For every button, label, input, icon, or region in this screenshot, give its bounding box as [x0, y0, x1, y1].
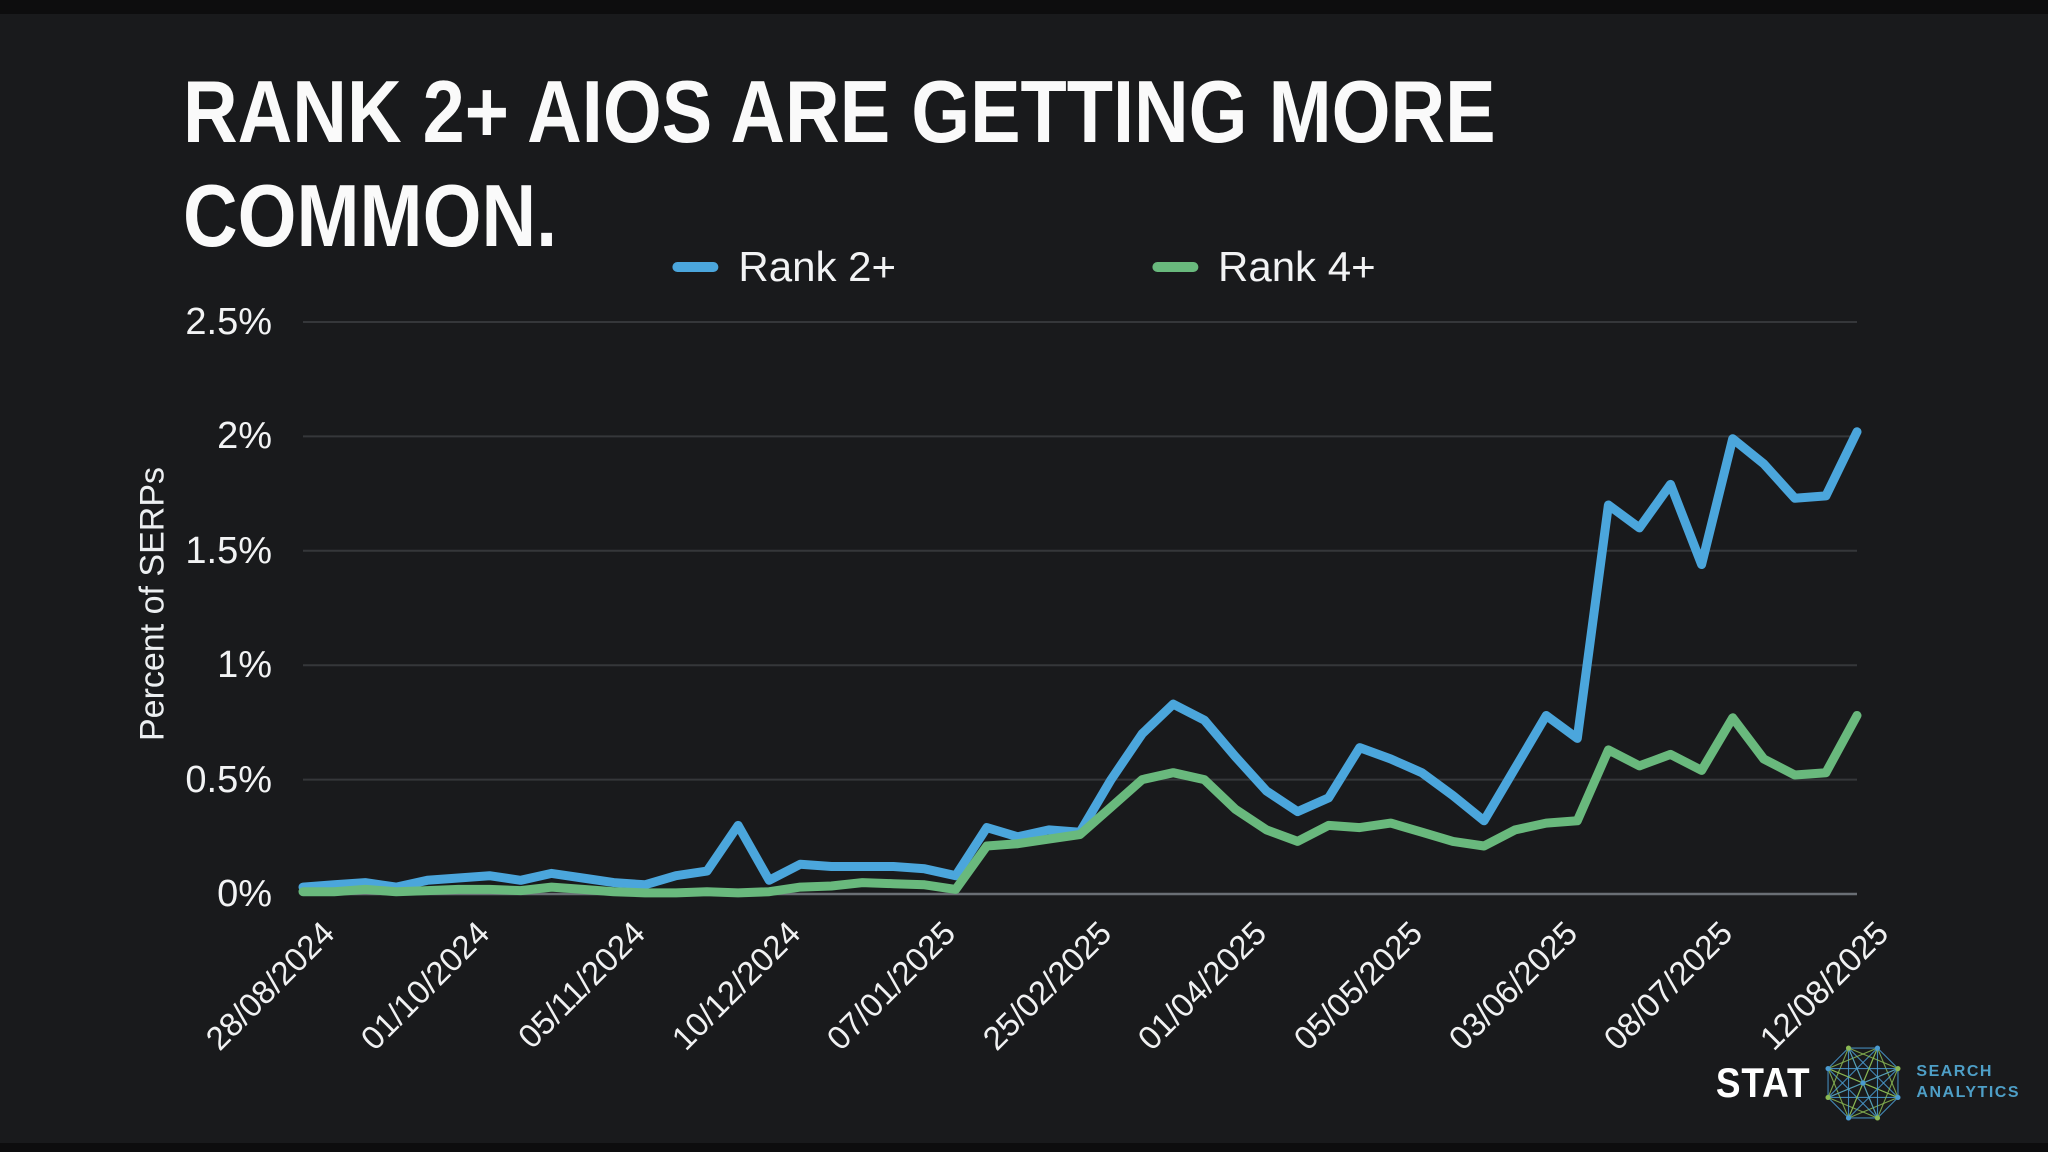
- slide-title-line1: RANK 2+ AIOS ARE GETTING MORE: [183, 62, 1496, 161]
- y-tick-label: 2.5%: [185, 301, 272, 343]
- stat-logo-subtitle-line1: SEARCH: [1916, 1063, 1993, 1081]
- y-tick-label: 1.5%: [185, 529, 272, 572]
- stat-logo-subtitle-line2: ANALYTICS: [1916, 1084, 2020, 1101]
- x-tick-label-text: 25/02/2025: [975, 914, 1119, 1057]
- logo-wire: [1877, 1097, 1899, 1119]
- logo-wire: [1848, 1047, 1899, 1098]
- logo-wire: [1877, 1047, 1899, 1069]
- logo-node: [1825, 1094, 1832, 1101]
- logo-wire: [1828, 1047, 1879, 1098]
- series-line-rank-2-: [298, 427, 1862, 892]
- line-chart-plot-area: [298, 321, 1862, 898]
- logo-node: [1875, 1115, 1881, 1121]
- logo-wire: [1848, 1068, 1899, 1119]
- logo-wire: [1863, 1082, 1899, 1098]
- logo-wire: [1828, 1047, 1850, 1069]
- slide-title: RANK 2+ AIOS ARE GETTING MORE COMMON.: [183, 60, 1496, 268]
- x-tick-label-text: 01/04/2025: [1130, 914, 1274, 1057]
- stat-logo-wordmark: STAT: [1715, 1059, 1811, 1106]
- logo-wire: [1863, 1068, 1899, 1084]
- logo-node: [1846, 1045, 1852, 1051]
- series-line-rank-4-: [298, 711, 1862, 898]
- logo-wire: [1828, 1097, 1850, 1119]
- logo-node: [1860, 1080, 1866, 1086]
- chart-legend: Rank 2+ Rank 4+: [672, 243, 1376, 291]
- rank2-line-swatch-icon: [672, 262, 719, 272]
- y-tick-label: 0.5%: [185, 758, 272, 801]
- x-tick-label-text: 28/08/2024: [198, 914, 342, 1057]
- logo-wire: [1828, 1068, 1879, 1119]
- x-tick-label-text: 03/06/2025: [1441, 914, 1585, 1057]
- x-tick-label-text: 10/12/2024: [664, 914, 808, 1057]
- y-tick-label: 1%: [217, 644, 272, 687]
- top-letterbox-strip: [0, 0, 2048, 14]
- x-tick-label-text: 05/11/2024: [510, 914, 652, 1056]
- logo-wire: [1848, 1047, 1864, 1084]
- logo-node: [1825, 1065, 1832, 1072]
- logo-wire: [1862, 1047, 1879, 1084]
- y-tick-label: 2%: [217, 415, 272, 458]
- logo-node: [1875, 1045, 1881, 1051]
- slide-title-line2: COMMON.: [183, 165, 558, 265]
- legend-label-rank2: Rank 2+: [738, 243, 896, 290]
- x-tick-label-text: 08/07/2025: [1596, 914, 1740, 1057]
- logo-wire: [1828, 1068, 1864, 1084]
- logo-node: [1895, 1065, 1901, 1072]
- stat-logo-subtitle: SEARCH ANALYTICS: [1916, 1062, 2020, 1104]
- logo-node: [1895, 1094, 1901, 1101]
- logo-wire: [1877, 1068, 1899, 1119]
- y-axis-title: Percent of SERPs: [133, 466, 172, 742]
- stat-network-sphere-icon: [1825, 1045, 1901, 1121]
- x-tick-label-text: 01/10/2024: [353, 914, 497, 1057]
- logo-wire: [1862, 1082, 1879, 1119]
- logo-node: [1846, 1115, 1852, 1121]
- logo-wire: [1848, 1082, 1864, 1119]
- stat-logo: STAT SEARCH ANALYTICS: [1703, 1040, 2020, 1126]
- bottom-letterbox-strip: [0, 1143, 2048, 1152]
- legend-item-rank2: Rank 2+: [672, 243, 896, 291]
- x-tick-label-text: 05/05/2025: [1286, 914, 1429, 1057]
- x-tick-label-text: 12/08/2025: [1752, 914, 1896, 1057]
- chart-svg: [298, 321, 1862, 898]
- logo-wire: [1828, 1082, 1864, 1098]
- legend-label-rank4: Rank 4+: [1218, 243, 1376, 290]
- x-tick-label-text: 07/01/2025: [819, 914, 963, 1057]
- legend-item-rank4: Rank 4+: [1152, 243, 1376, 291]
- rank4-line-swatch-icon: [1152, 262, 1198, 272]
- y-tick-label: 0%: [217, 873, 272, 915]
